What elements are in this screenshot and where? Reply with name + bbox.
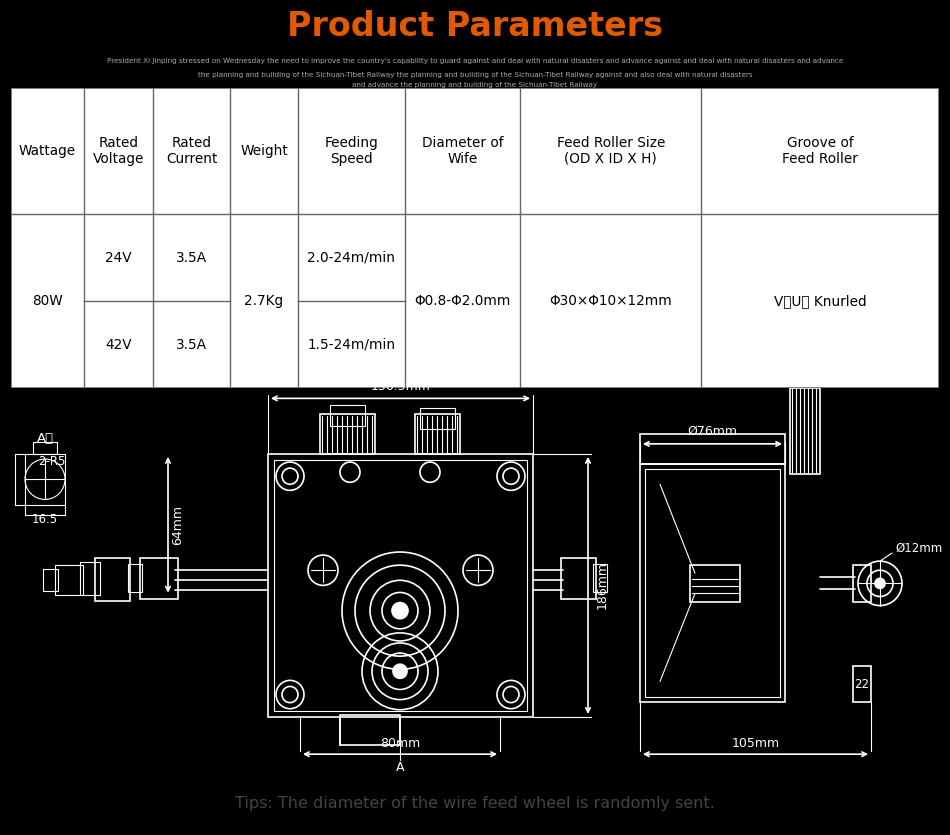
- Bar: [853, 565, 871, 601]
- Text: 2-R5: 2-R5: [38, 454, 66, 468]
- Text: A: A: [396, 761, 405, 774]
- Bar: [645, 469, 780, 696]
- Text: 3.5A: 3.5A: [176, 337, 207, 352]
- Text: 22: 22: [854, 678, 869, 691]
- Text: 16.5: 16.5: [32, 514, 58, 526]
- Circle shape: [875, 579, 885, 589]
- Bar: [80, 562, 100, 595]
- Text: President Xi Jinping stressed on Wednesday the need to improve the country's cap: President Xi Jinping stressed on Wednesd…: [106, 58, 844, 64]
- Bar: [420, 408, 455, 428]
- Text: 80W: 80W: [32, 294, 63, 308]
- Text: Groove of
Feed Roller: Groove of Feed Roller: [782, 136, 858, 166]
- Text: A向: A向: [36, 433, 53, 445]
- Bar: [640, 464, 785, 701]
- Text: Weight: Weight: [240, 144, 288, 158]
- Bar: [25, 454, 65, 504]
- Bar: [790, 388, 820, 474]
- Text: Φ30×Φ10×12mm: Φ30×Φ10×12mm: [549, 294, 673, 308]
- Bar: [640, 433, 785, 464]
- Text: 42V: 42V: [105, 337, 132, 352]
- Text: and advance the planning and building of the Sichuan-Tibet Railway: and advance the planning and building of…: [352, 82, 598, 88]
- Text: 64mm: 64mm: [171, 504, 184, 544]
- Text: Feeding
Speed: Feeding Speed: [324, 136, 378, 166]
- Text: 3.5A: 3.5A: [176, 250, 207, 265]
- Text: 186mm: 186mm: [596, 561, 609, 610]
- Bar: [274, 460, 527, 711]
- Text: the planning and building of the Sichuan-Tibet Railway the planning and building: the planning and building of the Sichuan…: [198, 72, 752, 78]
- Text: Feed Roller Size
(OD X ID X H): Feed Roller Size (OD X ID X H): [557, 136, 665, 166]
- Text: 80mm: 80mm: [380, 736, 420, 750]
- Bar: [43, 569, 58, 591]
- Bar: [340, 715, 400, 745]
- Text: 136.5mm: 136.5mm: [370, 380, 430, 392]
- Bar: [33, 442, 57, 454]
- Bar: [55, 565, 83, 595]
- Text: 24V: 24V: [105, 250, 132, 265]
- Bar: [853, 666, 871, 701]
- Bar: [128, 564, 142, 593]
- Text: Product Parameters: Product Parameters: [287, 10, 663, 43]
- Text: 2.0-24m/min: 2.0-24m/min: [307, 250, 395, 265]
- Circle shape: [393, 664, 407, 678]
- Text: Ø76mm: Ø76mm: [688, 425, 737, 438]
- Bar: [593, 564, 607, 593]
- Text: Φ0.8-Φ2.0mm: Φ0.8-Φ2.0mm: [414, 294, 511, 308]
- Text: Rated
Voltage: Rated Voltage: [93, 136, 144, 166]
- Bar: [320, 413, 375, 454]
- Text: 2.7Kg: 2.7Kg: [244, 294, 284, 308]
- Text: Diameter of
Wife: Diameter of Wife: [422, 136, 504, 166]
- Text: Wattage: Wattage: [19, 144, 76, 158]
- Text: V、U、 Knurled: V、U、 Knurled: [773, 294, 866, 308]
- Bar: [95, 558, 130, 600]
- Text: Ø12mm: Ø12mm: [895, 541, 942, 554]
- Text: Tips: The diameter of the wire feed wheel is randomly sent.: Tips: The diameter of the wire feed whee…: [235, 797, 715, 811]
- Bar: [330, 406, 365, 426]
- Bar: [415, 413, 460, 454]
- Bar: [690, 565, 740, 601]
- Bar: [268, 454, 533, 716]
- Bar: [561, 558, 596, 599]
- Text: 1.5-24m/min: 1.5-24m/min: [307, 337, 395, 352]
- Text: 105mm: 105mm: [732, 736, 780, 750]
- Circle shape: [392, 603, 408, 619]
- Bar: [140, 558, 178, 599]
- Text: Rated
Current: Rated Current: [166, 136, 218, 166]
